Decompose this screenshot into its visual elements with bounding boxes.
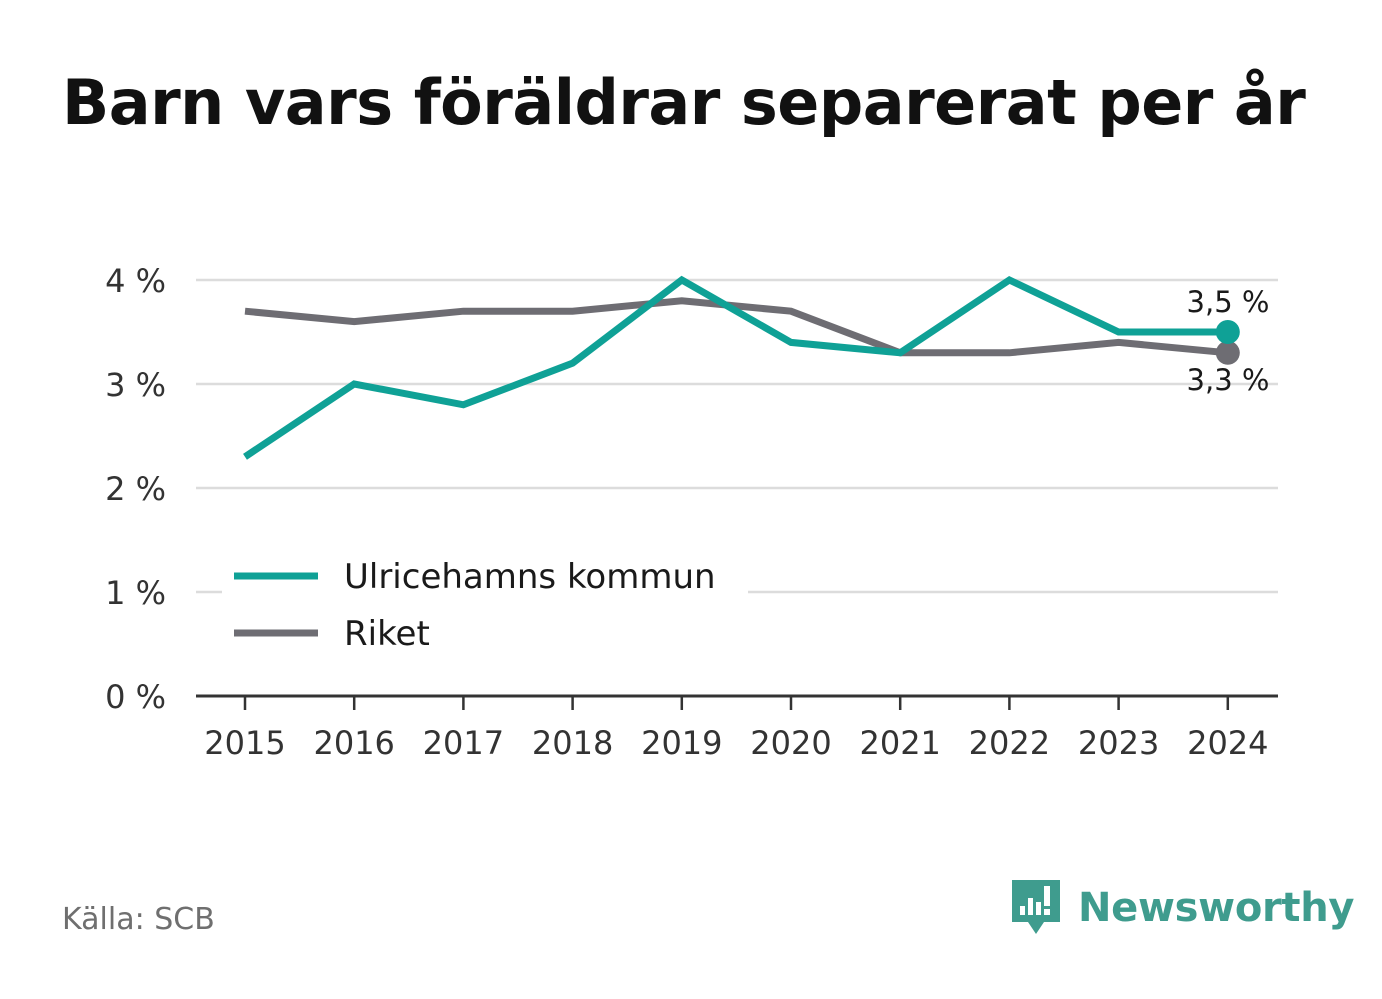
x-tick-label: 2021 bbox=[859, 724, 940, 762]
y-tick-label: 1 % bbox=[105, 574, 166, 612]
x-tick-label: 2023 bbox=[1078, 724, 1159, 762]
brand-name: Newsworthy bbox=[1078, 885, 1355, 931]
y-tick-label: 0 % bbox=[105, 678, 166, 716]
newsworthy-logo-icon bbox=[1012, 880, 1060, 934]
end-point-marker bbox=[1215, 340, 1240, 365]
x-tick-label: 2020 bbox=[750, 724, 831, 762]
y-tick-label: 2 % bbox=[105, 470, 166, 508]
legend-label: Ulricehamns kommun bbox=[344, 557, 716, 597]
end-value-label: 3,3 % bbox=[1187, 363, 1270, 397]
end-value-label: 3,5 % bbox=[1187, 285, 1270, 319]
y-tick-label: 3 % bbox=[105, 366, 166, 404]
x-tick-label: 2017 bbox=[423, 724, 504, 762]
chart-title: Barn vars föräldrar separerat per år bbox=[62, 66, 1306, 139]
end-point-marker bbox=[1215, 320, 1240, 344]
y-tick-label: 4 % bbox=[105, 262, 166, 300]
x-tick-label: 2015 bbox=[204, 724, 285, 762]
series-line bbox=[244, 297, 1229, 357]
source-note: Källa: SCB bbox=[62, 902, 215, 937]
x-tick-label: 2022 bbox=[969, 724, 1050, 762]
end-labels: 3,5 % 3,3 % bbox=[1187, 285, 1270, 397]
y-axis-ticks: 0 % 1 % 2 % 3 % 4 % bbox=[105, 262, 166, 716]
legend: Ulricehamns kommun Riket bbox=[222, 552, 748, 670]
x-tick-label: 2024 bbox=[1187, 724, 1268, 762]
brand-logo: Newsworthy bbox=[1010, 878, 1355, 938]
x-axis: 2015 2016 2017 2018 2019 2020 2021 2022 2023 2024 bbox=[196, 694, 1278, 762]
series-lines bbox=[243, 275, 1240, 460]
x-tick-label: 2019 bbox=[641, 724, 722, 762]
legend-label: Riket bbox=[344, 614, 430, 654]
x-tick-label: 2016 bbox=[313, 724, 394, 762]
legend-background bbox=[222, 552, 748, 670]
x-tick-label: 2018 bbox=[532, 724, 613, 762]
series-line bbox=[243, 275, 1228, 460]
